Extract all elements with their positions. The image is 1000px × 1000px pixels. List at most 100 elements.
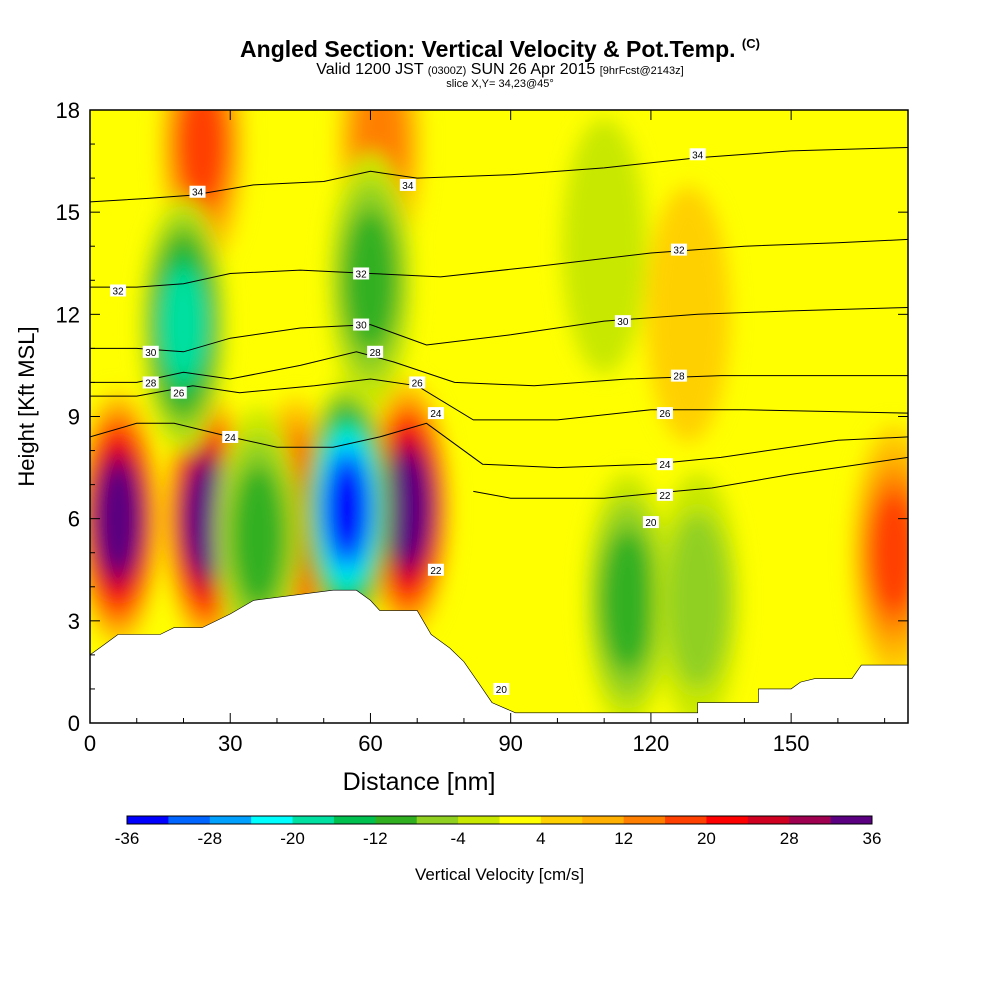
theta-contour-34 (90, 147, 908, 203)
colorbar-frame (126, 815, 873, 825)
contour-label-text: 20 (645, 518, 657, 529)
y-tick-label: 12 (56, 302, 80, 327)
colorbar-swatch (706, 816, 749, 824)
contour-label-bg (409, 376, 426, 389)
contour-label-bg (353, 267, 370, 280)
contour-label-bg (142, 345, 159, 358)
velocity-cell (231, 464, 286, 607)
colorbar-swatch (540, 816, 583, 824)
colorbar-tick-label: 4 (536, 829, 545, 848)
x-tick-label: 30 (218, 731, 242, 756)
colorbar-swatch (127, 816, 169, 824)
contour-label: 26 (409, 376, 426, 389)
x-tick-label: 90 (498, 731, 522, 756)
contour-label-text: 26 (173, 389, 185, 400)
contour-label: 24 (222, 430, 239, 444)
slice-info: slice X,Y= 34,23@45° (446, 78, 554, 90)
valid-utc: (0300Z) (427, 65, 467, 77)
velocity-cell (869, 491, 908, 615)
axes: 0 30 60 90 120 150 0 3 6 9 12 15 18 Distance [nm] Heig… (14, 98, 908, 796)
colorbar-swatch (168, 816, 211, 824)
y-tick-label: 18 (56, 98, 80, 123)
contour-label-text: 24 (659, 460, 671, 471)
contour-label: 30 (142, 345, 159, 359)
colorbar-swatch (499, 816, 542, 824)
colorbar-swatch (582, 816, 625, 824)
velocity-cell (562, 118, 647, 375)
contour-label-text: 28 (145, 378, 157, 389)
contour-label: 32 (353, 267, 370, 280)
contour-label: 30 (614, 315, 631, 328)
forecast-info: [9hrFcst@2143z] (599, 65, 684, 77)
contour-label-bg (493, 682, 510, 695)
chart-title-text: Angled Section: Vertical Velocity & Pot.… (240, 36, 736, 62)
contour-label-bg (110, 284, 127, 297)
contour-label-text: 22 (430, 566, 442, 577)
theta-contour-32 (90, 238, 908, 288)
colorbar-swatch (333, 816, 376, 824)
contour-label-bg (670, 243, 687, 256)
colorbar-tick-label: -20 (280, 829, 305, 848)
velocity-cell (177, 110, 227, 206)
contour-label-bg (656, 407, 673, 420)
y-tick-label: 6 (68, 507, 80, 532)
colorbar-tick-label: 20 (697, 829, 716, 848)
velocity-field (90, 110, 908, 723)
contour-label-text: 30 (356, 321, 368, 332)
contour-label-text: 32 (673, 246, 685, 257)
velocity-cell (326, 464, 368, 553)
contour-label-text: 28 (370, 348, 382, 359)
colorbar-swatch (292, 816, 335, 824)
contour-label: 34 (399, 178, 416, 192)
colorbar-swatch (458, 816, 500, 824)
colorbar-tick-label: -28 (197, 829, 222, 848)
contour-label: 34 (689, 148, 706, 161)
velocity-cell (666, 512, 730, 689)
contour-label: 24 (656, 458, 673, 471)
contour-label-text: 34 (692, 150, 704, 161)
x-axis-label: Distance [nm] (343, 768, 496, 796)
velocity-cell (160, 269, 207, 380)
y-tick-label: 15 (56, 200, 80, 225)
contour-labels: 34 34 34 32 32 32 30 30 30 28 28 28 26 26 26 24 24 24 22 22… (110, 148, 706, 696)
contour-label-bg (189, 185, 206, 198)
contour-label-bg (222, 430, 239, 443)
contour-label-bg (367, 345, 384, 358)
contour-label-text: 32 (112, 286, 124, 297)
terrain (90, 589, 908, 723)
contour-label-bg (399, 178, 416, 191)
contour-label-bg (427, 407, 444, 420)
theta-contour-22 (473, 456, 908, 499)
velocity-cell (387, 464, 428, 553)
contour-label-bg (427, 563, 444, 576)
colorbar-swatch (665, 816, 707, 824)
contour-label-text: 30 (145, 348, 157, 359)
contour-label-text: 26 (412, 378, 424, 389)
chart-title-suffix: (C) (741, 36, 760, 51)
y-tick-label: 3 (68, 609, 80, 634)
contour-label-text: 28 (673, 372, 685, 383)
y-tick-label: 0 (68, 711, 80, 736)
contour-label-bg (614, 315, 631, 328)
contour-label: 32 (110, 284, 127, 297)
colorbar-tick-label: -4 (451, 829, 466, 848)
contour-label-text: 32 (356, 269, 368, 280)
velocity-cell (646, 186, 731, 443)
colorbar-swatch (209, 816, 252, 824)
y-axis-label: Height [Kft MSL] (14, 326, 39, 486)
contour-label-bg (142, 376, 159, 389)
contour-label: 32 (670, 243, 687, 257)
colorbar-label: Vertical Velocity [cm/s] (415, 865, 584, 884)
terrain-mask (90, 589, 908, 723)
theta-contour-30 (90, 307, 908, 353)
colorbar-swatch (416, 816, 459, 824)
contour-label-text: 24 (430, 409, 442, 420)
contour-label: 30 (353, 318, 370, 332)
colorbar-swatch (830, 816, 873, 824)
chart-title: Angled Section: Vertical Velocity & Pot.… (0, 36, 1000, 63)
contour-label-text: 22 (659, 491, 671, 502)
contour-label-text: 20 (496, 685, 508, 696)
contour-label-text: 34 (402, 181, 414, 192)
contour-label-bg (656, 458, 673, 471)
colorbar-swatch (623, 816, 666, 824)
